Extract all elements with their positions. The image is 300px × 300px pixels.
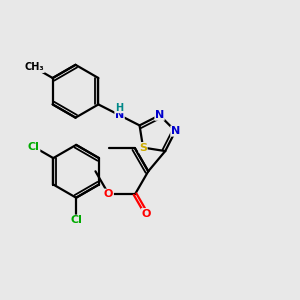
Text: O: O (142, 208, 151, 219)
Text: N: N (155, 110, 164, 120)
Text: N: N (115, 110, 124, 120)
Text: S: S (139, 142, 147, 153)
Text: H: H (116, 103, 124, 113)
Text: Cl: Cl (28, 142, 40, 152)
Text: CH₃: CH₃ (25, 62, 44, 73)
Text: O: O (104, 189, 113, 199)
Text: Cl: Cl (70, 215, 82, 225)
Text: N: N (171, 126, 180, 136)
